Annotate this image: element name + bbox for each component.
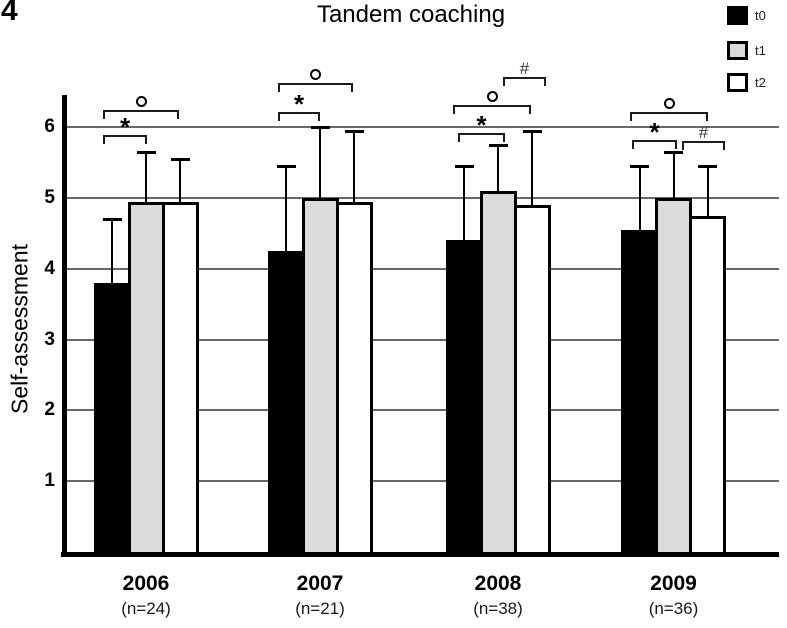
gridline xyxy=(66,409,779,412)
gridline xyxy=(66,267,779,270)
error-cap-t2-2006 xyxy=(170,158,190,162)
error-bar-t1-2008 xyxy=(497,144,499,191)
significance-bracket-2009-t1t2 xyxy=(682,141,725,150)
error-bar-t0-2007 xyxy=(285,166,287,252)
x-label-2006: 2006 xyxy=(122,572,170,595)
error-cap-t1-2006 xyxy=(136,150,156,154)
y-tick-label: 3 xyxy=(44,328,55,350)
y-tick-label: 2 xyxy=(44,399,55,421)
significance-symbol-asterisk: * xyxy=(293,89,305,119)
significance-bracket-2007-t0t1 xyxy=(278,112,320,121)
bar-t1-2006 xyxy=(127,201,165,555)
x-sublabel-2009: (n=36) xyxy=(648,599,699,618)
significance-bracket-2008-t0t2 xyxy=(453,105,531,114)
legend-label-t1: t1 xyxy=(755,43,766,58)
legend-swatch-t2 xyxy=(727,73,748,92)
legend-item-t2: t2 xyxy=(727,73,766,92)
bar-t2-2008 xyxy=(513,205,551,555)
y-tick-label: 1 xyxy=(44,470,55,492)
significance-symbol-hash: # xyxy=(698,123,709,142)
error-bar-t1-2007 xyxy=(319,127,321,198)
bar-t2-2007 xyxy=(335,201,373,555)
bar-t0-2007 xyxy=(267,251,305,555)
y-tick-label: 5 xyxy=(44,187,55,208)
significance-symbol-circle xyxy=(486,91,498,102)
x-label-2007: 2007 xyxy=(296,572,344,595)
error-cap-t0-2006 xyxy=(102,218,122,222)
significance-symbol-hash: # xyxy=(519,59,530,78)
chart-title: Tandem coaching xyxy=(316,1,506,28)
error-bar-t2-2007 xyxy=(353,130,355,202)
error-cap-t0-2009 xyxy=(630,165,649,169)
error-bar-t0-2008 xyxy=(463,166,465,241)
gridline xyxy=(66,126,779,129)
legend-swatch-t1 xyxy=(727,41,748,60)
bar-t1-2007 xyxy=(301,198,339,555)
error-cap-t1-2008 xyxy=(488,143,508,147)
legend-item-t0: t0 xyxy=(727,6,766,25)
significance-bracket-2008-t0t1 xyxy=(458,133,505,142)
error-cap-t1-2007 xyxy=(310,126,330,130)
bar-t2-2009 xyxy=(689,215,726,555)
significance-symbol-circle xyxy=(310,69,321,80)
gridline xyxy=(66,338,779,341)
error-cap-t2-2009 xyxy=(698,165,717,169)
significance-symbol-circle xyxy=(663,98,675,109)
gridline xyxy=(66,480,779,483)
error-bar-t2-2006 xyxy=(179,159,181,202)
x-label-2008: 2008 xyxy=(474,572,522,595)
error-bar-t1-2009 xyxy=(672,151,675,198)
x-axis-line xyxy=(61,552,779,557)
error-bar-t2-2009 xyxy=(706,166,709,216)
error-cap-t0-2007 xyxy=(276,165,296,169)
significance-symbol-asterisk: * xyxy=(119,112,131,142)
legend-item-t1: t1 xyxy=(727,41,766,60)
x-sublabel-2007: (n=21) xyxy=(295,599,345,618)
bar-t1-2008 xyxy=(479,190,517,555)
gridline xyxy=(66,197,779,199)
legend-swatch-t0 xyxy=(727,6,748,25)
error-cap-t1-2009 xyxy=(664,150,683,154)
bar-t0-2009 xyxy=(621,229,658,555)
legend-label-t2: t2 xyxy=(755,75,766,90)
x-label-2009: 2009 xyxy=(650,572,697,595)
error-bar-t0-2006 xyxy=(111,219,113,283)
figure-number: 4 xyxy=(1,0,18,27)
error-bar-t1-2006 xyxy=(145,151,147,202)
x-sublabel-2006: (n=24) xyxy=(121,599,171,618)
error-cap-t2-2008 xyxy=(522,129,542,133)
significance-symbol-asterisk: * xyxy=(649,117,660,147)
y-tick-label: 4 xyxy=(44,257,55,279)
significance-bracket-2008-t1t2 xyxy=(503,77,546,86)
significance-bracket-2006-t0t1 xyxy=(103,135,147,144)
significance-symbol-asterisk: * xyxy=(476,110,487,140)
bar-t0-2006 xyxy=(93,282,131,555)
y-tick-label: 6 xyxy=(44,116,55,138)
bar-t1-2009 xyxy=(655,198,692,555)
significance-bracket-2007-t0t2 xyxy=(278,83,353,92)
error-bar-t2-2008 xyxy=(531,130,533,206)
bar-t0-2008 xyxy=(445,240,483,555)
significance-bracket-2009-t0t1 xyxy=(632,140,677,149)
x-sublabel-2008: (n=38) xyxy=(473,599,523,618)
y-axis-line xyxy=(62,95,67,557)
bar-t2-2006 xyxy=(161,201,199,555)
significance-bracket-2009-t0t2 xyxy=(630,112,708,121)
significance-symbol-circle xyxy=(135,96,147,107)
error-cap-t2-2007 xyxy=(344,129,364,133)
error-bar-t0-2009 xyxy=(638,166,641,230)
error-cap-t0-2008 xyxy=(454,165,474,169)
significance-bracket-2006-t0t2 xyxy=(103,110,179,119)
legend-label-t0: t0 xyxy=(755,8,766,23)
